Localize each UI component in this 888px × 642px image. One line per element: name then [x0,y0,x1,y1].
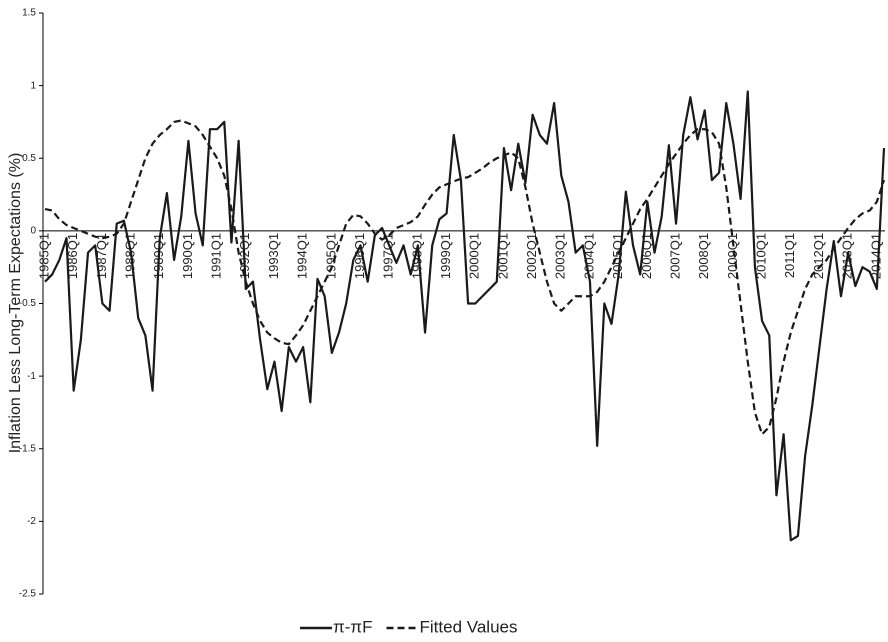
x-tick-label: 1988Q1 [122,233,137,279]
x-tick-label: 2000Q1 [467,233,482,279]
x-tick-label: 1999Q1 [438,233,453,279]
x-tick-label: 2007Q1 [667,233,682,279]
y-tick-label: -0.5 [19,298,37,309]
y-tick-label: 0 [30,226,36,237]
y-axis-title: Inflation Less Long-Term Expectations (%… [7,153,24,454]
x-tick-label: 2008Q1 [696,233,711,279]
x-tick-label: 2011Q1 [782,233,797,278]
x-tick-label: 1996Q1 [352,233,367,279]
x-tick-label: 1993Q1 [266,233,281,279]
x-tick-label: 2003Q1 [553,233,568,279]
x-tick-label: 2012Q1 [811,233,826,279]
y-tick-label: -2.5 [19,589,37,600]
x-tick-label: 1997Q1 [381,233,396,279]
x-tick-label: 1991Q1 [209,233,224,279]
y-tick-label: 0.5 [22,153,36,164]
x-tick-label: 2005Q1 [610,233,625,279]
x-tick-label: 1990Q1 [180,233,195,279]
series-line [44,119,886,436]
x-tick-label: 1994Q1 [295,233,310,279]
x-tick-label: 1995Q1 [323,233,338,279]
series-line [44,90,886,542]
x-tick-label: 1985Q1 [36,233,51,279]
y-tick-label: 1.5 [22,8,36,19]
y-tick-label: -2 [27,516,36,527]
legend-label: Fitted Values [420,617,518,636]
x-tick-label: 2002Q1 [524,233,539,279]
x-tick-label: 2010Q1 [754,233,769,279]
x-tick-label: 2004Q1 [581,233,596,279]
y-tick-label: -1 [27,371,36,382]
y-tick-label: 1 [30,80,36,91]
legend-label: π-πF [333,617,373,636]
y-tick-label: -1.5 [19,443,37,454]
